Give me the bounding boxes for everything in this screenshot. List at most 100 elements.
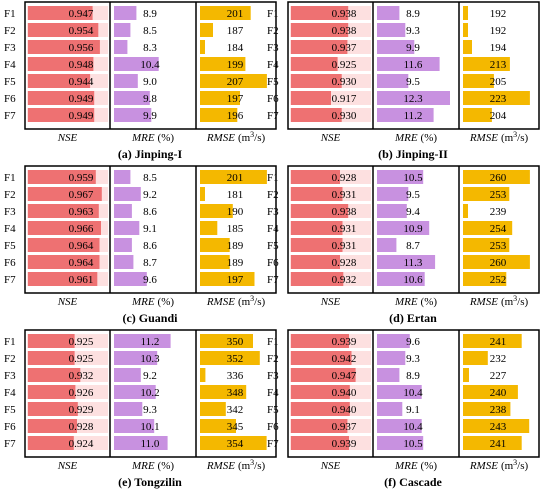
panel-border — [24, 329, 277, 458]
mre-value-f2: 9.2 — [143, 189, 157, 201]
row-label-f6: F6 — [4, 93, 16, 105]
rmse-value-f1: 201 — [227, 8, 244, 20]
mre-value-f1: 8.5 — [143, 172, 157, 184]
nse-axis-label: NSE — [320, 460, 341, 472]
mre-bar-f6 — [114, 91, 150, 105]
mre-value-f4: 10.4 — [140, 59, 160, 71]
mre-bar-f5 — [114, 238, 132, 252]
mre-bar-f5 — [377, 238, 397, 252]
nse-value-f6: 0.937 — [332, 421, 357, 433]
mre-column: 8.9 8.5 8.3 10.4 9.0 9.8 9.9 MRE (%) — [114, 6, 174, 144]
rmse-bar-f4 — [463, 385, 518, 399]
nse-bar-f7 — [291, 108, 342, 122]
nse-value-f3: 0.956 — [69, 42, 94, 54]
rmse-bar-f4 — [200, 221, 218, 235]
mre-value-f7: 10.6 — [403, 274, 423, 286]
nse-bar-f3 — [291, 368, 356, 382]
panel-border — [287, 165, 540, 294]
row-label-f5: F5 — [267, 76, 279, 88]
nse-value-f3: 0.937 — [332, 42, 357, 54]
rmse-value-f6: 243 — [490, 421, 507, 433]
nse-value-f5: 0.930 — [332, 76, 357, 88]
rmse-value-f6: 260 — [490, 257, 507, 269]
nse-axis-label: NSE — [57, 132, 78, 144]
row-label-f4: F4 — [267, 223, 279, 235]
axis-label-unit: /s) — [254, 132, 265, 144]
axis-label-unit: (%) — [421, 460, 438, 472]
nse-value-f1: 0.938 — [332, 8, 357, 20]
nse-bar-f4 — [28, 221, 101, 235]
nse-value-f1: 0.939 — [332, 336, 357, 348]
nse-value-f1: 0.928 — [332, 172, 357, 184]
mre-bar-f1 — [114, 334, 171, 348]
mre-column: 9.6 9.3 8.9 10.4 9.1 10.4 10.5 MRE (%) — [377, 334, 437, 472]
mre-value-f6: 11.3 — [404, 257, 423, 269]
rmse-bar-f3 — [463, 40, 472, 54]
rmse-column: 350 352 336 348 342 345 354 RMSE (m3/s) — [200, 334, 267, 472]
nse-value-f5: 0.940 — [332, 404, 357, 416]
row-label-f7: F7 — [267, 438, 279, 450]
nse-bar-f4 — [291, 57, 338, 71]
rmse-bar-f2 — [200, 187, 205, 201]
axis-label-sup: 3 — [250, 130, 254, 139]
row-label-f1: F1 — [4, 172, 16, 184]
nse-value-f2: 0.967 — [69, 189, 94, 201]
axis-label-unit: (m — [238, 296, 251, 308]
rmse-value-f1: 241 — [490, 336, 507, 348]
rmse-bar-f7 — [200, 108, 238, 122]
rmse-value-f3: 184 — [227, 42, 244, 54]
panel-border — [24, 165, 277, 294]
nse-bar-f6 — [291, 255, 340, 269]
nse-bar-f6 — [28, 255, 100, 269]
mre-bar-f2 — [114, 23, 131, 37]
mre-value-f5: 8.6 — [143, 240, 157, 252]
rmse-value-f3: 190 — [227, 206, 244, 218]
panel-border — [287, 1, 540, 130]
row-label-f1: F1 — [4, 336, 16, 348]
mre-bar-f5 — [377, 402, 403, 416]
nse-bar-f5 — [28, 74, 91, 88]
nse-bar-f3 — [291, 40, 348, 54]
rmse-bar-f6 — [463, 419, 530, 433]
mre-bar-f6 — [377, 419, 422, 433]
axis-label-unit: (m — [501, 132, 514, 144]
nse-bar-f5 — [291, 74, 342, 88]
rmse-value-f7: 354 — [227, 438, 244, 450]
axis-label-unit: (%) — [158, 132, 175, 144]
mre-bar-f5 — [377, 74, 409, 88]
mre-bar-f2 — [114, 187, 141, 201]
rmse-bar-f5 — [200, 402, 226, 416]
mre-value-f5: 9.0 — [143, 76, 157, 88]
nse-bar-f3 — [28, 204, 99, 218]
mre-bar-f7 — [377, 436, 424, 450]
rmse-value-f3: 336 — [227, 370, 244, 382]
rmse-column: 241 232 227 240 238 243 241 RMSE (m3/s) — [463, 334, 530, 472]
mre-bar-f1 — [377, 334, 410, 348]
mre-axis-label: MRE (%) — [394, 460, 437, 472]
axis-label-unit: (%) — [421, 132, 438, 144]
rmse-column: 201 181 190 185 189 189 197 RMSE (m3/s) — [200, 170, 267, 308]
panel-title: (e) Tongzilin — [118, 475, 182, 489]
mre-axis-label: MRE (%) — [131, 296, 174, 308]
mre-bar-f2 — [377, 23, 406, 37]
mre-value-f4: 10.9 — [403, 223, 423, 235]
nse-value-f6: 0.928 — [69, 421, 94, 433]
mre-bar-f7 — [377, 108, 434, 122]
row-label-f3: F3 — [267, 370, 279, 382]
panel-title: (a) Jinping-I — [118, 147, 183, 161]
rmse-bar-f2 — [200, 351, 260, 365]
row-label-f1: F1 — [4, 8, 16, 20]
rmse-axis-label: RMSE (m3/s) — [469, 458, 529, 472]
rmse-value-f6: 189 — [227, 257, 244, 269]
mre-bar-f5 — [114, 74, 138, 88]
nse-value-f4: 0.925 — [332, 59, 357, 71]
mre-value-f5: 9.3 — [143, 404, 157, 416]
rmse-bar-f4 — [463, 221, 513, 235]
row-label-f4: F4 — [4, 387, 16, 399]
mre-bar-f6 — [114, 419, 155, 433]
nse-bar-f1 — [28, 6, 93, 20]
row-label-f7: F7 — [4, 110, 16, 122]
rmse-bar-f6 — [200, 91, 240, 105]
nse-value-f4: 0.926 — [69, 387, 94, 399]
